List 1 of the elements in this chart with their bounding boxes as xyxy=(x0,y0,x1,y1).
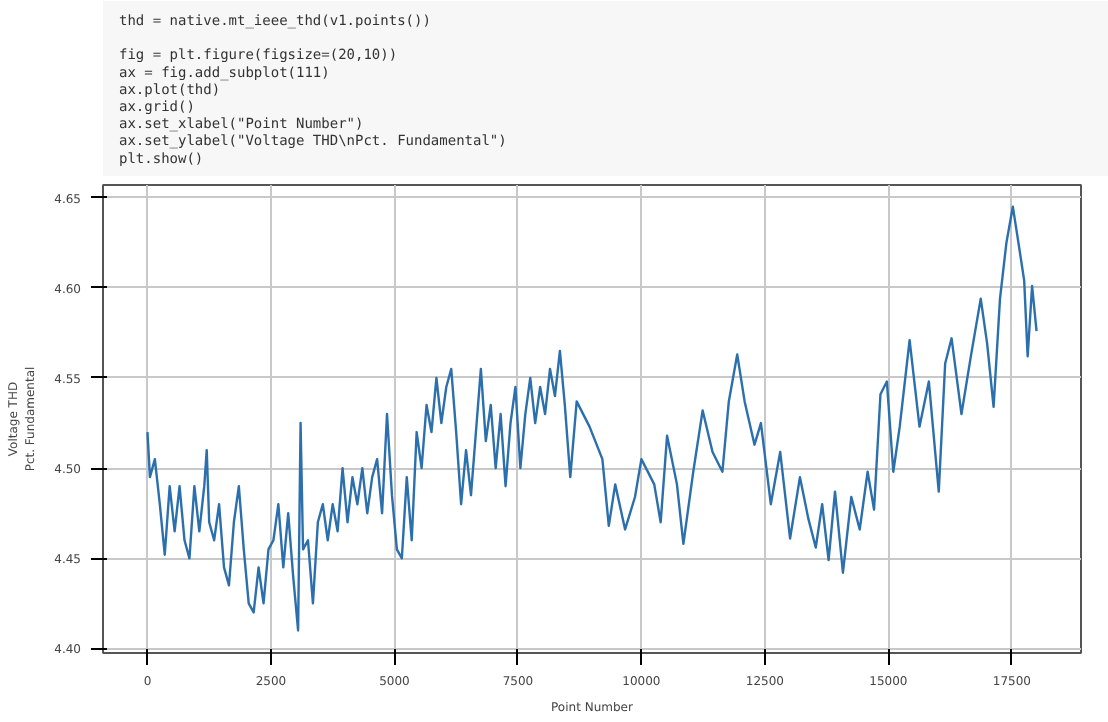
line-series xyxy=(146,205,1038,632)
